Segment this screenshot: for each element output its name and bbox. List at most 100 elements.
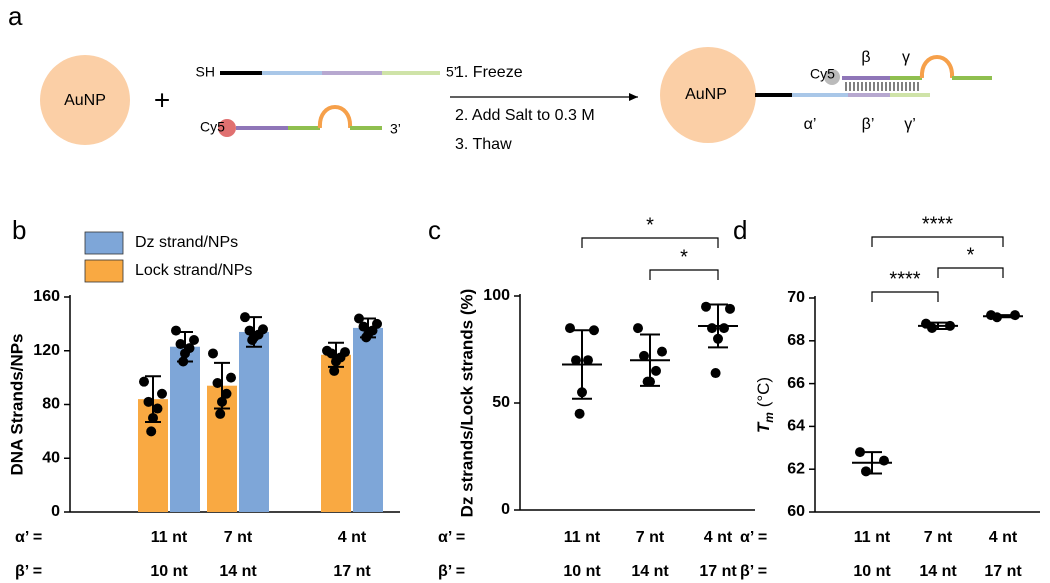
data-point bbox=[148, 412, 158, 423]
data-point bbox=[354, 313, 364, 324]
y-tick-label: 160 bbox=[33, 288, 60, 305]
legend-swatch bbox=[84, 259, 124, 283]
x-tick-label: 11 nt bbox=[564, 529, 601, 546]
dye-label: Cy5 bbox=[200, 119, 225, 135]
x-tick-label: 11 nt bbox=[854, 529, 891, 546]
data-point bbox=[180, 348, 190, 359]
panel-label: d bbox=[733, 215, 747, 245]
x-tick-label: 10 nt bbox=[563, 563, 601, 580]
x-tick-label: 17 nt bbox=[699, 563, 737, 580]
domain-label: γ’ bbox=[904, 116, 916, 133]
x-tick-label: 17 nt bbox=[984, 563, 1022, 580]
data-point bbox=[927, 322, 937, 333]
domain-label: γ bbox=[902, 49, 910, 66]
data-point bbox=[574, 408, 585, 419]
x-tick-label: 11 nt bbox=[151, 529, 188, 546]
data-point bbox=[247, 335, 258, 345]
data-point bbox=[146, 426, 157, 437]
data-point bbox=[139, 376, 149, 387]
legend-label: Lock strand/NPs bbox=[135, 262, 252, 279]
data-point bbox=[945, 320, 955, 331]
significance-bracket bbox=[581, 237, 719, 248]
bar bbox=[321, 354, 351, 512]
data-point bbox=[992, 312, 1002, 323]
end-5: 5’ bbox=[446, 64, 457, 80]
bar bbox=[353, 327, 383, 512]
data-point bbox=[707, 323, 717, 334]
dye-label: Cy5 bbox=[810, 66, 835, 82]
data-point bbox=[651, 365, 661, 376]
data-point bbox=[240, 312, 250, 323]
data-point bbox=[208, 348, 218, 359]
y-tick-label: 50 bbox=[492, 394, 510, 411]
data-point bbox=[361, 332, 372, 343]
y-tick-label: 80 bbox=[42, 396, 60, 413]
y-axis-label: Tm (°C) bbox=[754, 377, 776, 433]
data-point bbox=[157, 388, 167, 399]
significance-label: * bbox=[646, 214, 654, 236]
label-part: (°C) bbox=[754, 377, 773, 412]
x-tick-label: 4 nt bbox=[989, 529, 1018, 546]
x-tick-label: 7 nt bbox=[224, 529, 253, 546]
significance-label: **** bbox=[922, 213, 953, 235]
data-point bbox=[178, 356, 189, 367]
y-tick-label: 100 bbox=[483, 287, 510, 304]
thiol: SH bbox=[196, 64, 215, 80]
row-label: α’ = bbox=[15, 529, 42, 546]
data-point bbox=[583, 355, 593, 366]
data-point bbox=[226, 372, 236, 383]
step: 1. Freeze bbox=[455, 64, 523, 81]
y-axis-label: DNA Strands/NPs bbox=[7, 333, 26, 475]
x-tick-label: 10 nt bbox=[150, 563, 188, 580]
x-tick-label: 14 nt bbox=[919, 563, 957, 580]
data-point bbox=[152, 403, 163, 414]
data-point bbox=[701, 301, 711, 312]
y-tick-label: 62 bbox=[787, 460, 805, 477]
data-point bbox=[855, 447, 865, 458]
domain-label: β bbox=[861, 49, 870, 66]
significance-bracket bbox=[871, 291, 939, 302]
plus: + bbox=[154, 84, 170, 115]
panel-label: c bbox=[428, 215, 441, 245]
data-point bbox=[358, 321, 369, 332]
dye bbox=[218, 119, 236, 137]
x-tick-label: 10 nt bbox=[853, 563, 891, 580]
x-tick-label: 4 nt bbox=[704, 529, 733, 546]
domain-label: β’ bbox=[862, 116, 875, 133]
y-tick-label: 0 bbox=[501, 501, 510, 518]
data-point bbox=[642, 376, 653, 387]
significance-label: * bbox=[967, 244, 975, 266]
y-tick-label: 40 bbox=[42, 449, 60, 466]
label-part: m bbox=[762, 412, 776, 423]
y-tick-label: 60 bbox=[787, 503, 805, 520]
data-point bbox=[143, 396, 154, 407]
particle-label: AuNP bbox=[64, 92, 106, 109]
data-point bbox=[577, 387, 587, 398]
data-point bbox=[189, 335, 199, 345]
data-point bbox=[326, 348, 337, 359]
panel-label: a bbox=[8, 1, 23, 31]
y-tick-label: 0 bbox=[51, 503, 60, 520]
y-tick-label: 68 bbox=[787, 332, 805, 349]
step: 2. Add Salt to 0.3 M bbox=[455, 107, 595, 124]
particle-label: AuNP bbox=[685, 86, 727, 103]
data-point bbox=[221, 388, 232, 399]
data-point bbox=[725, 303, 735, 314]
dye bbox=[824, 69, 840, 85]
y-tick-label: 66 bbox=[787, 375, 805, 392]
legend-swatch bbox=[84, 231, 124, 255]
end-3: 3’ bbox=[390, 121, 401, 137]
significance-label: **** bbox=[889, 268, 920, 290]
y-tick-label: 120 bbox=[33, 342, 60, 359]
row-label: α’ = bbox=[438, 529, 465, 546]
row-label: β’ = bbox=[740, 563, 767, 580]
data-point bbox=[713, 333, 723, 344]
row-label: β’ = bbox=[438, 563, 465, 580]
gold-particle bbox=[660, 47, 756, 143]
x-tick-label: 14 nt bbox=[219, 563, 257, 580]
data-point bbox=[710, 368, 721, 379]
data-point bbox=[565, 323, 575, 334]
legend-label: Dz strand/NPs bbox=[135, 234, 238, 251]
significance-bracket bbox=[871, 236, 1004, 247]
